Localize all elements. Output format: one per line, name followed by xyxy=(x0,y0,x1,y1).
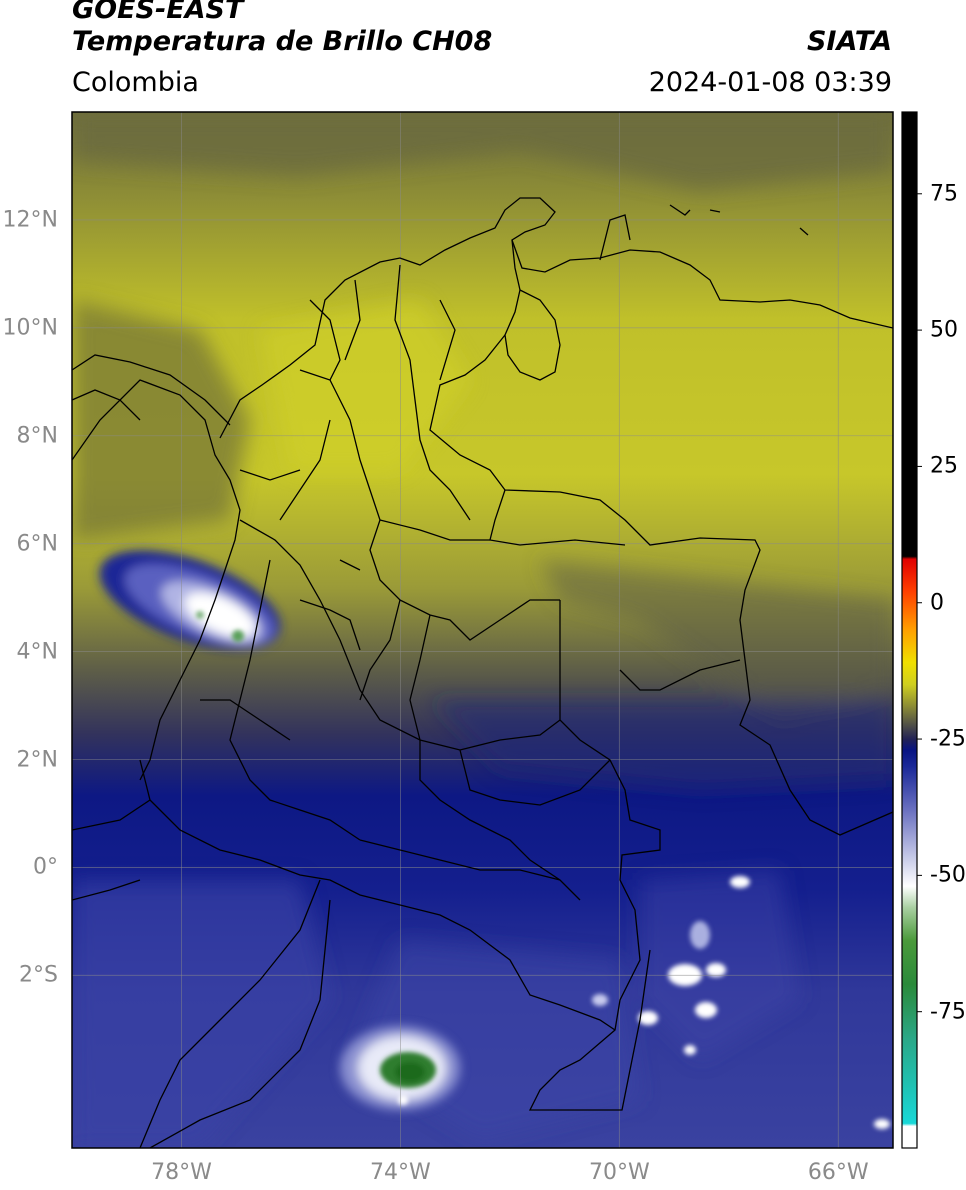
lon-tick-label: 74°W xyxy=(370,1160,431,1185)
colorbar-tick-label: -25 xyxy=(930,726,966,752)
imagery-layer xyxy=(72,112,893,1148)
colorbar-tick-label: 75 xyxy=(930,181,958,207)
lat-tick-label: 8°N xyxy=(16,423,58,449)
satellite-title: GOES-EAST xyxy=(72,0,244,25)
colorbar-tick-label: 25 xyxy=(930,453,958,479)
timestamp: 2024-01-08 03:39 xyxy=(648,67,892,98)
colorbar-tick-label: 0 xyxy=(930,590,944,616)
colorbar-gradient xyxy=(902,112,917,1148)
colorbar-tick-label: -50 xyxy=(930,862,966,888)
map-frame xyxy=(71,111,894,1149)
lat-tick-label: 12°N xyxy=(2,207,58,233)
lat-tick-label: 10°N xyxy=(2,315,58,341)
lon-tick-label: 70°W xyxy=(588,1160,650,1185)
lon-tick-label: 66°W xyxy=(807,1160,869,1185)
political-borders xyxy=(72,197,893,1148)
organization-name: SIATA xyxy=(806,26,892,57)
lat-tick-label: 4°N xyxy=(16,639,58,665)
lat-tick-label: 0° xyxy=(33,854,58,880)
lat-tick-label: 2°S xyxy=(19,962,58,988)
colorbar xyxy=(901,111,922,1149)
lat-tick-label: 6°N xyxy=(16,531,58,557)
product-title: Temperatura de Brillo CH08 xyxy=(72,26,493,57)
lon-tick-label: 78°W xyxy=(151,1160,212,1185)
lat-tick-label: 2°N xyxy=(16,747,58,772)
colorbar-frame xyxy=(901,111,918,1149)
colorbar-tick-label: 50 xyxy=(930,317,958,343)
region-name: Colombia xyxy=(72,67,199,98)
colorbar-tick-label: -75 xyxy=(930,999,966,1025)
